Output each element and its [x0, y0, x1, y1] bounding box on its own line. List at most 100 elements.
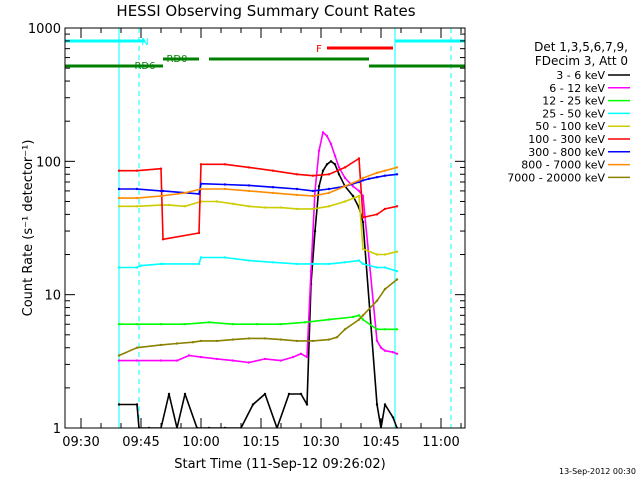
series-5-point-12 — [343, 166, 347, 169]
series-0-point-15 — [287, 392, 291, 396]
series-0-point-30 — [375, 403, 379, 406]
series-6-point-15 — [367, 177, 371, 180]
x-tick-label-3: 10:15 — [242, 435, 279, 450]
series-0-point-16 — [299, 392, 303, 396]
series-7-point-10 — [327, 191, 331, 195]
legend-header-line-1: Det 1,3,5,6,7,9, — [534, 40, 628, 54]
series-1-point-24 — [357, 189, 361, 193]
series-2-point-13 — [375, 328, 379, 331]
series-1-point-27 — [379, 346, 383, 349]
series-2-point-6 — [255, 323, 259, 326]
series-4-point-4 — [183, 205, 187, 208]
series-4-point-16 — [361, 247, 365, 251]
series-3-point-5 — [197, 262, 201, 266]
series-8-point-8 — [247, 337, 251, 340]
series-8-point-5 — [199, 339, 203, 343]
y-tick-label-1: 10 — [44, 289, 61, 304]
series-3-point-13 — [343, 261, 347, 264]
series-0 — [117, 160, 399, 428]
chart-title: HESSI Observing Summary Count Rates — [116, 2, 415, 20]
y-tick-label-0: 1 — [53, 422, 61, 437]
series-1-point-21 — [337, 166, 341, 169]
legend-label-7: 800 - 7000 keV — [521, 159, 605, 172]
series-1-point-28 — [383, 349, 387, 352]
series-0-point-19 — [313, 229, 317, 233]
series-8-point-17 — [361, 314, 365, 317]
state-bar-label-rd6: RD6 — [134, 61, 155, 72]
footer-timestamp: 13-Sep-2012 00:30 — [559, 467, 636, 476]
series-1-point-8 — [247, 361, 251, 364]
x-tick-label-4: 10:30 — [302, 435, 339, 450]
y-tick-label-3: 1000 — [28, 22, 61, 37]
series-line-2 — [119, 314, 397, 331]
series-5-point-10 — [311, 174, 315, 177]
series-2-point-15 — [395, 328, 399, 331]
series-5-point-4 — [197, 231, 201, 235]
series-1-point-1 — [135, 359, 139, 362]
y-axis-ticks: 1 10 100 1000 — [28, 22, 465, 437]
series-6-point-10 — [311, 189, 315, 193]
series-6-point-7 — [247, 184, 251, 187]
series-7-point-11 — [343, 185, 347, 188]
series-3-point-10 — [295, 262, 299, 266]
series-1-point-18 — [325, 134, 329, 138]
series-2 — [117, 314, 399, 331]
y-axis-label: Count Rate (s⁻¹ detector⁻¹) — [21, 140, 36, 317]
series-8 — [117, 278, 399, 357]
legend-label-1: 6 - 12 keV — [549, 82, 605, 95]
series-0-point-17 — [305, 403, 309, 406]
x-tick-label-0: 09:30 — [62, 435, 99, 450]
series-7-point-0 — [117, 196, 121, 200]
series-6-point-5 — [199, 182, 203, 185]
series-6-point-17 — [383, 174, 387, 177]
series-7-point-2 — [159, 194, 163, 198]
series-7-point-12 — [357, 179, 361, 182]
series-0-point-33 — [391, 416, 395, 419]
series-5-point-5 — [199, 163, 203, 166]
series-3-point-0 — [117, 266, 121, 269]
series-1-point-0 — [117, 359, 121, 362]
series-5-point-13 — [357, 157, 361, 160]
series-1-point-13 — [305, 355, 309, 359]
series-5-point-11 — [327, 173, 331, 176]
legend-header-line-2: FDecim 3, Att 0 — [535, 54, 628, 68]
series-5-point-0 — [117, 169, 121, 172]
x-tick-label-6: 11:00 — [422, 435, 459, 450]
series-8-point-12 — [311, 339, 315, 343]
series-7-point-5 — [223, 187, 227, 191]
legend-label-3: 25 - 50 keV — [542, 107, 605, 120]
series-group — [117, 131, 399, 428]
series-1-point-26 — [375, 339, 379, 343]
series-5-point-7 — [247, 166, 251, 169]
series-line-0 — [119, 160, 398, 428]
series-2-point-4 — [207, 321, 211, 324]
x-axis-ticks: 09:30 09:45 10:00 10:15 10:30 10:45 11:00 — [62, 28, 462, 450]
series-7-point-1 — [135, 196, 139, 200]
series-3-point-7 — [223, 256, 227, 259]
series-5-point-1 — [135, 169, 139, 172]
series-4-point-13 — [327, 205, 331, 208]
series-6-point-11 — [327, 187, 331, 191]
series-8-point-7 — [231, 338, 235, 341]
series-1-point-23 — [351, 185, 355, 188]
series-1-point-30 — [395, 352, 399, 355]
series-2-point-10 — [351, 315, 355, 319]
series-1-point-7 — [231, 359, 235, 362]
series-6-point-8 — [271, 186, 275, 189]
series-7-point-8 — [295, 193, 299, 197]
series-6-point-16 — [375, 176, 379, 179]
series-0-point-23 — [329, 160, 333, 163]
series-4-point-11 — [295, 207, 299, 211]
series-2-point-11 — [357, 314, 361, 317]
series-8-point-3 — [175, 342, 179, 345]
series-0-point-25 — [337, 173, 341, 176]
series-8-point-6 — [215, 339, 219, 343]
series-1-point-4 — [187, 354, 191, 357]
series-8-point-11 — [295, 339, 299, 343]
series-8-point-10 — [279, 338, 283, 341]
series-1-point-25 — [361, 194, 365, 198]
series-7-point-16 — [395, 166, 399, 169]
series-3-point-18 — [395, 270, 399, 273]
series-8-point-15 — [343, 328, 347, 331]
series-1-point-16 — [317, 149, 321, 152]
